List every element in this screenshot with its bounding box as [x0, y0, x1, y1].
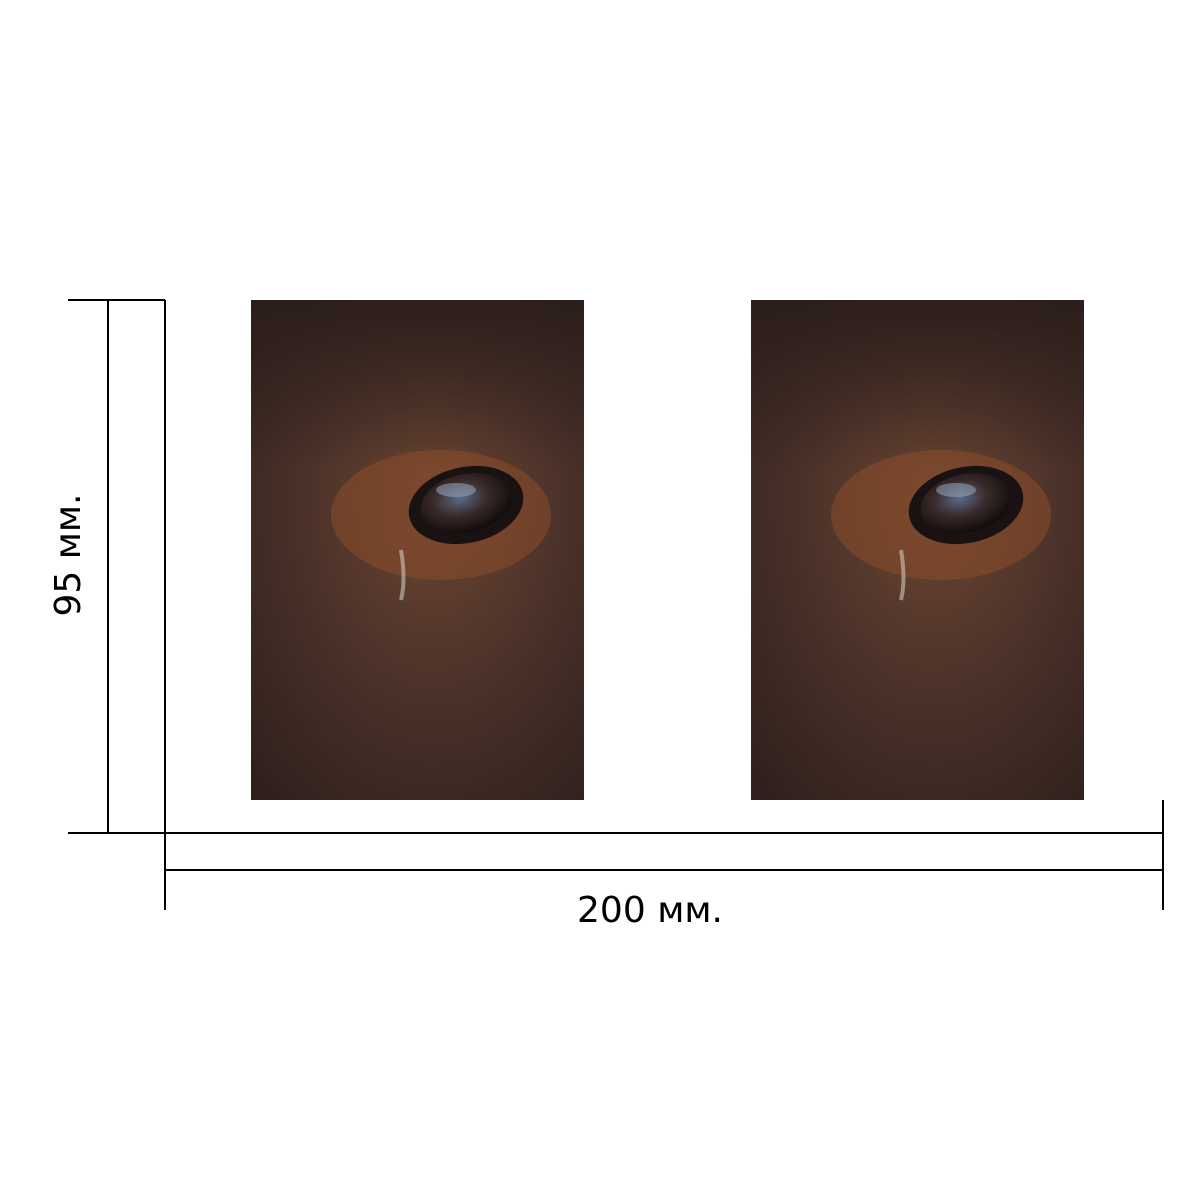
height-dimension: 95 мм. [48, 299, 166, 834]
product-photo [249, 298, 586, 802]
width-label: 200 мм. [577, 890, 723, 931]
height-label: 95 мм. [48, 493, 89, 616]
product-photo [749, 298, 1086, 802]
width-dimension: 200 мм. [164, 800, 1164, 931]
